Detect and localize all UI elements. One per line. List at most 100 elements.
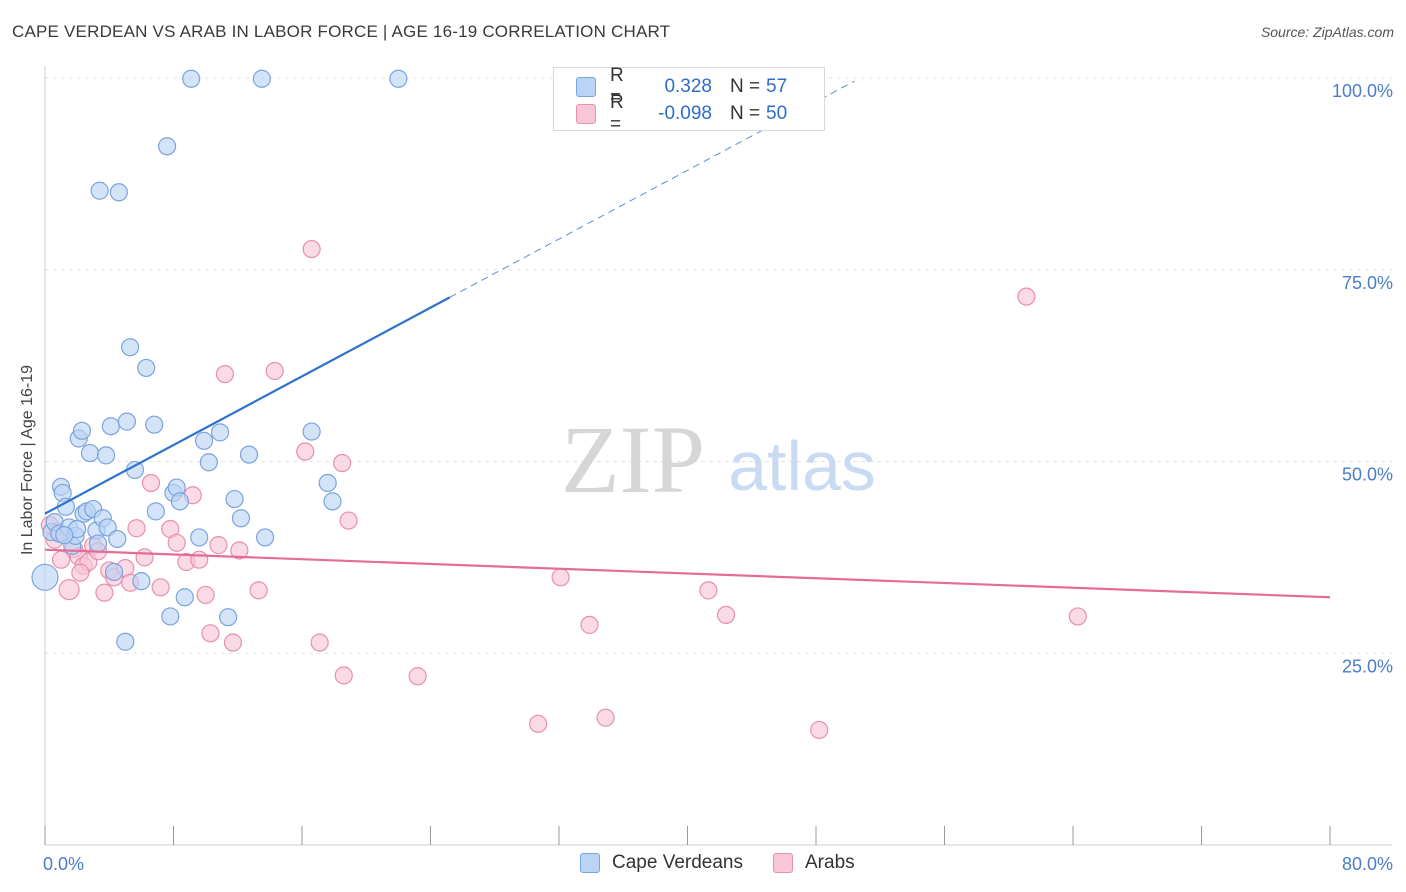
arabs-point (71, 563, 90, 582)
cape-verdeans-points (31, 69, 408, 651)
arabs-point (699, 581, 718, 600)
arabs-point (167, 533, 186, 552)
cape-verdeans-point (145, 415, 164, 434)
cape-verdeans-point (219, 608, 238, 627)
cape-verdeans-point (199, 453, 218, 472)
arabs-point (127, 519, 146, 538)
axes (44, 66, 1392, 846)
cape-verdeans-point (194, 431, 214, 450)
cape-verdeans-point (231, 509, 251, 528)
cape-verdeans-point (132, 572, 151, 591)
tick-labels: 25.0% 50.0% 75.0% 100.0% 0.0% 80.0% (43, 81, 1393, 874)
arabs-point (141, 473, 161, 493)
arabs-point (339, 511, 358, 530)
series-legend-cape-verdeans[interactable]: Cape Verdeans (580, 852, 743, 874)
legend-r-value: -0.098 (658, 103, 712, 124)
correlation-legend: R = 0.328 N = 57 R = -0.098 N = 50 (553, 65, 825, 135)
cape-verdeans-point (96, 446, 116, 465)
legend-row-cape-verdeans: R = 0.328 N = 57 (576, 65, 788, 108)
cape-verdeans-point (137, 358, 156, 378)
cape-verdeans-point (117, 412, 137, 431)
arabs-point (1068, 607, 1087, 626)
arabs-point (333, 453, 352, 473)
arabs-point (596, 708, 615, 727)
legend-swatch-pink (576, 104, 596, 124)
legend-swatch-pink (773, 853, 793, 873)
arabs-point (296, 442, 315, 461)
arabs-point (580, 615, 599, 634)
arabs-point (58, 578, 80, 601)
legend-swatch-blue (576, 77, 596, 97)
x-tick-label: 80.0% (1342, 854, 1393, 874)
cape-verdeans-point (101, 417, 120, 436)
watermark-atlas: atlas (728, 427, 876, 505)
arabs-point (716, 605, 736, 625)
cape-verdeans-point (109, 183, 128, 202)
x-tick-label: 0.0% (43, 854, 84, 874)
cape-verdeans-point (323, 492, 342, 511)
legend-n-label: N = (730, 103, 761, 124)
series-legend: Cape Verdeans Arabs (580, 852, 885, 874)
cape-verdeans-point (175, 588, 194, 607)
series-name: Cape Verdeans (612, 852, 743, 873)
arabs-point (408, 667, 427, 686)
legend-r-label: R = (610, 92, 624, 135)
y-tick-label: 100.0% (1332, 81, 1393, 101)
arabs-point (334, 666, 353, 685)
grid-lines (45, 77, 1392, 654)
arabs-point (551, 568, 570, 587)
arabs-point (810, 720, 829, 740)
legend-row-arabs: R = -0.098 N = 50 (576, 92, 787, 135)
arabs-point (135, 548, 154, 567)
cape-verdeans-point (239, 445, 259, 464)
y-tick-label: 25.0% (1342, 656, 1393, 676)
trend-lines (44, 80, 1331, 599)
arabs-point (223, 633, 243, 652)
cape-verdeans-point (157, 137, 177, 156)
cape-verdeans-point (255, 528, 275, 547)
cape-verdeans-point (389, 69, 408, 88)
cape-verdeans-point (161, 607, 180, 626)
cape-verdeans-point (104, 562, 124, 582)
cape-verdeans-point (252, 69, 271, 88)
cape-verdeans-point (210, 423, 230, 442)
cape-verdeans-point (182, 69, 201, 88)
watermark: ZIP atlas (561, 406, 876, 513)
cape-verdeans-point (88, 534, 108, 553)
arabs-point (201, 624, 220, 643)
cape-verdeans-point (302, 422, 321, 441)
cape-verdeans-point (225, 489, 244, 509)
legend-r-value: 0.328 (664, 76, 712, 97)
series-name: Arabs (805, 852, 855, 873)
y-tick-label: 50.0% (1342, 465, 1393, 485)
arabs-point (215, 364, 234, 384)
cape-verdeans-point (31, 563, 59, 591)
arabs-point (190, 550, 209, 569)
arabs-point (249, 581, 268, 600)
legend-r-label: R = (610, 65, 624, 108)
source-label: Source: ZipAtlas.com (1260, 24, 1394, 40)
chart-title: CAPE VERDEAN VS ARAB IN LABOR FORCE | AG… (12, 22, 671, 41)
arabs-point (310, 633, 329, 652)
legend-n-value: 57 (766, 76, 788, 97)
series-legend-arabs[interactable]: Arabs (773, 852, 855, 874)
watermark-zip: ZIP (561, 406, 705, 513)
cape-verdeans-point (170, 492, 190, 511)
cape-verdeans-point (72, 421, 92, 440)
legend-n-label: N = (730, 76, 761, 97)
arabs-point (302, 239, 321, 259)
legend-swatch-blue (580, 853, 600, 873)
cape-verdeans-trend-extension (449, 80, 855, 298)
arabs-point (265, 361, 284, 381)
arabs-point (95, 583, 114, 602)
cape-verdeans-point (90, 181, 109, 200)
cape-verdeans-point (190, 528, 209, 547)
cape-verdeans-point (108, 529, 127, 549)
cape-verdeans-point (318, 473, 337, 493)
cape-verdeans-trend-line (44, 296, 451, 515)
cape-verdeans-point (146, 502, 165, 521)
arabs-point (230, 541, 249, 560)
y-tick-label: 75.0% (1342, 273, 1393, 293)
arabs-point (1017, 287, 1036, 306)
